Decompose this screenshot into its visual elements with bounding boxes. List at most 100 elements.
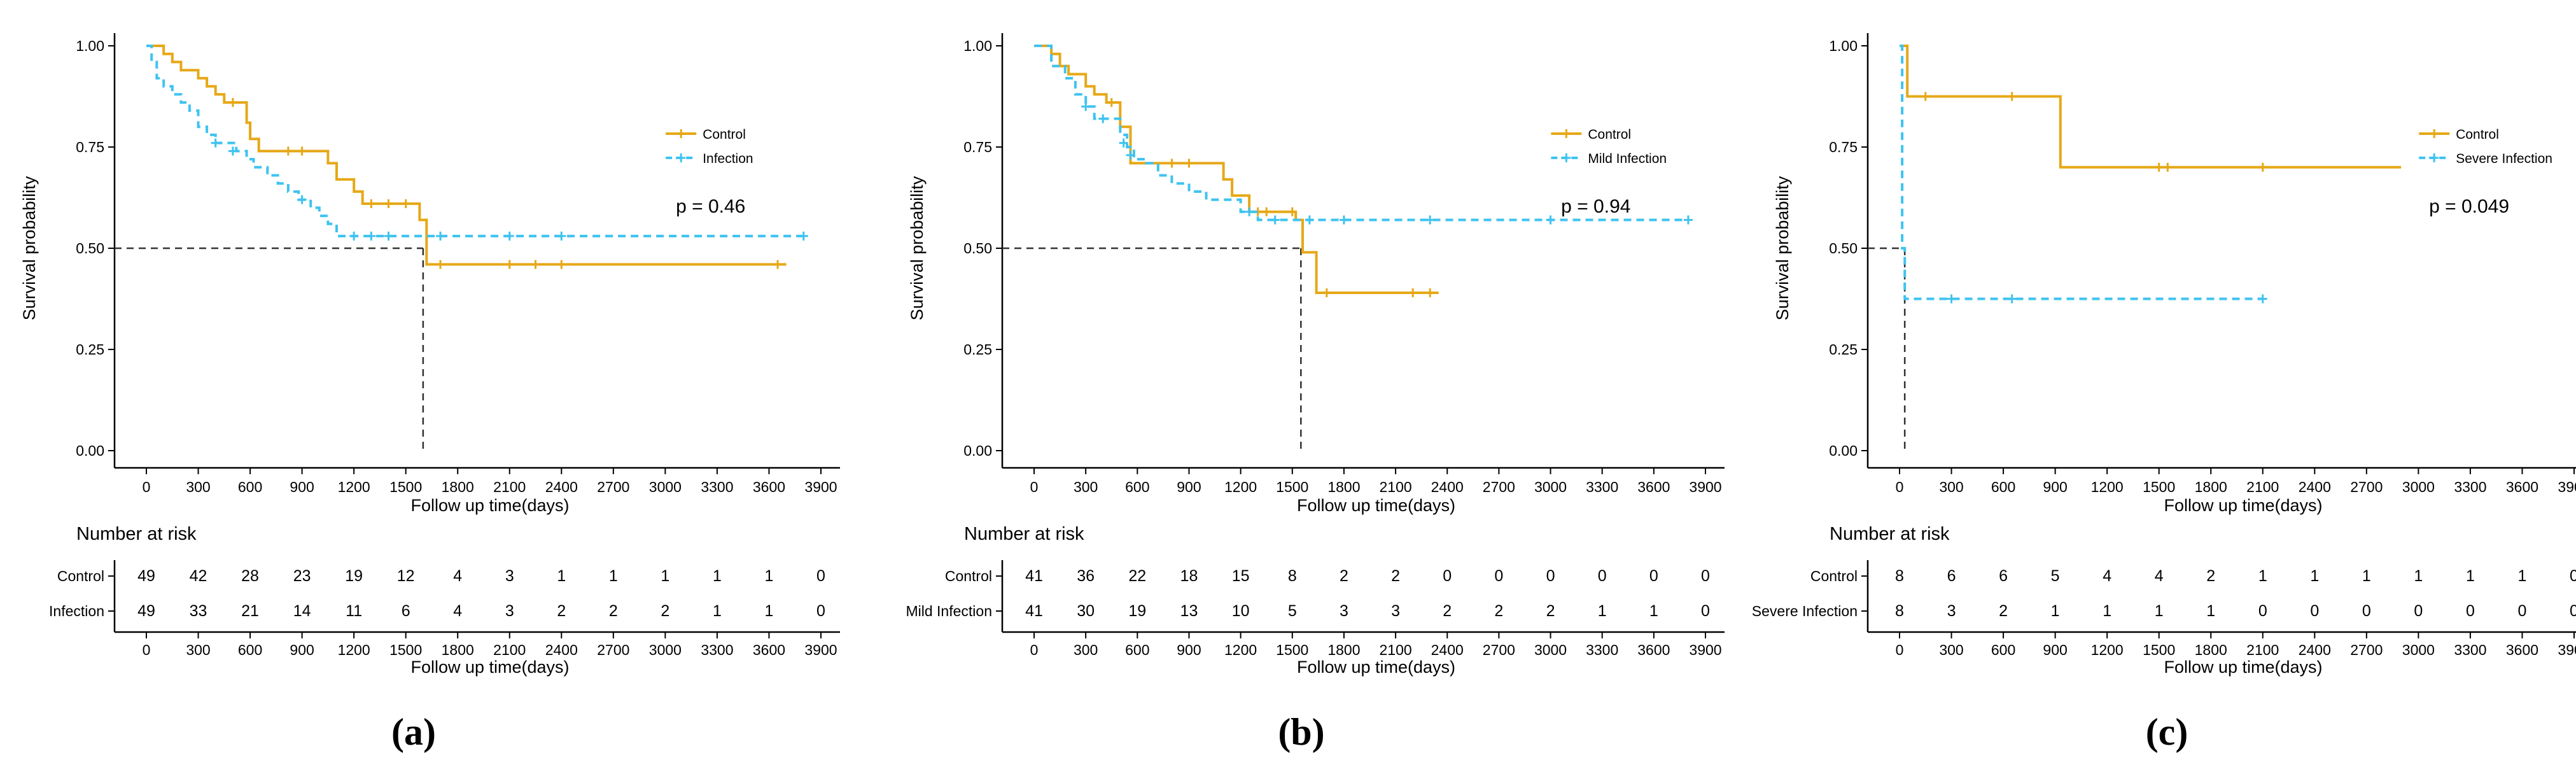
y-tick-label: 0.75 (963, 139, 992, 155)
censor-mark (1425, 215, 1435, 225)
risk-count: 49 (137, 567, 155, 585)
risk-count: 14 (293, 602, 311, 620)
risk-count: 19 (345, 567, 363, 585)
risk-x-tick-label: 0 (1030, 642, 1039, 658)
x-tick-label: 900 (290, 479, 314, 495)
risk-count: 2 (661, 602, 669, 620)
risk-x-tick-label: 2400 (1431, 642, 1464, 658)
censor-mark (1425, 288, 1435, 297)
y-tick-label: 0.00 (76, 442, 104, 459)
censor-mark (297, 146, 307, 156)
y-tick-label: 0.25 (1829, 341, 1858, 358)
legend-marker (676, 153, 686, 162)
risk-x-tick-label: 900 (1177, 642, 1201, 658)
y-tick-label: 0.50 (963, 240, 992, 257)
censor-mark (1947, 294, 1956, 304)
censor-mark (384, 199, 393, 209)
risk-count: 1 (765, 602, 774, 620)
legend-marker (2430, 153, 2439, 162)
risk-row-label: Control (57, 568, 104, 584)
x-tick-label: 300 (1074, 479, 1098, 495)
y-tick-label: 0.00 (963, 442, 992, 459)
risk-x-tick-label: 300 (1074, 642, 1098, 658)
risk-x-tick-label: 2700 (1483, 642, 1515, 658)
x-tick-label: 0 (1030, 479, 1039, 495)
censor-mark (557, 260, 566, 269)
censor-mark (531, 260, 540, 269)
risk-count: 33 (190, 602, 207, 620)
risk-count: 2 (609, 602, 618, 620)
risk-x-tick-label: 3600 (1637, 642, 1670, 658)
censor-mark (557, 231, 566, 241)
risk-x-tick-label: 3000 (1534, 642, 1567, 658)
risk-x-tick-label: 600 (238, 642, 262, 658)
risk-count: 0 (2310, 602, 2319, 620)
risk-x-tick-label: 1200 (2091, 642, 2124, 658)
x-tick-label: 600 (1125, 479, 1149, 495)
risk-count: 6 (1999, 567, 2008, 585)
censor-mark (1081, 102, 1091, 111)
risk-count: 1 (713, 567, 722, 585)
x-tick-label: 2400 (545, 479, 578, 495)
risk-count: 4 (2103, 567, 2111, 585)
risk-count: 0 (2258, 602, 2267, 620)
censor-mark (2007, 92, 2017, 101)
risk-x-tick-label: 3900 (804, 642, 837, 658)
risk-count: 1 (661, 567, 669, 585)
risk-x-tick-label: 1200 (338, 642, 370, 658)
x-tick-label: 3000 (2402, 479, 2435, 495)
risk-x-axis-title: Follow up time(days) (2164, 658, 2322, 677)
y-tick-label: 0.75 (1829, 139, 1858, 155)
x-tick-label: 1500 (2143, 479, 2175, 495)
censor-mark (1408, 288, 1418, 297)
x-axis-title: Follow up time(days) (410, 496, 569, 515)
y-tick-label: 1.00 (76, 38, 104, 54)
risk-count: 5 (1288, 602, 1297, 620)
risk-count: 6 (402, 602, 410, 620)
y-tick-label: 1.00 (1829, 38, 1858, 54)
risk-x-tick-label: 0 (1896, 642, 1904, 658)
km-panel-3: 0.000.250.500.751.000 300 600 900 1200 1500 18… (1752, 33, 2576, 753)
risk-count: 2 (1999, 602, 2008, 620)
risk-count: 0 (1649, 567, 1658, 585)
x-tick-label: 1200 (1224, 479, 1257, 495)
risk-count: 0 (2570, 602, 2576, 620)
risk-count: 4 (453, 602, 462, 620)
risk-count: 1 (2362, 567, 2371, 585)
risk-x-tick-label: 1500 (2143, 642, 2175, 658)
risk-count: 2 (2206, 567, 2215, 585)
x-tick-label: 1200 (2091, 479, 2124, 495)
risk-count: 6 (1947, 567, 1956, 585)
risk-count: 22 (1128, 567, 1146, 585)
x-tick-label: 900 (1177, 479, 1201, 495)
x-tick-label: 1800 (2195, 479, 2227, 495)
risk-count: 0 (816, 567, 825, 585)
risk-row-label: Mild Infection (906, 603, 992, 619)
risk-count: 3 (505, 602, 514, 620)
km-panel-1: 0.000.250.500.751.000 300 600 900 1200 1500 18… (20, 33, 840, 753)
censor-mark (2154, 162, 2164, 172)
legend-label: Infection (703, 151, 753, 166)
risk-count: 0 (2414, 602, 2423, 620)
risk-row-label: Severe Infection (1752, 603, 1858, 619)
risk-count: 4 (453, 567, 462, 585)
x-tick-label: 1800 (442, 479, 474, 495)
risk-count: 2 (1391, 567, 1400, 585)
risk-count: 1 (2155, 602, 2164, 620)
risk-count: 1 (2310, 567, 2319, 585)
panel-caption: (c) (2146, 711, 2188, 753)
x-tick-label: 900 (2043, 479, 2067, 495)
p-value: p = 0.049 (2429, 196, 2509, 217)
censor-mark (1322, 288, 1331, 297)
censor-mark (1270, 215, 1280, 225)
censor-mark (1683, 215, 1693, 225)
x-tick-label: 600 (1991, 479, 2015, 495)
risk-x-axis-title: Follow up time(days) (410, 658, 569, 677)
risk-row-label: Infection (49, 603, 104, 619)
censor-mark (1184, 158, 1194, 168)
risk-count: 12 (397, 567, 415, 585)
risk-count: 0 (1701, 602, 1710, 620)
censor-mark (401, 199, 410, 209)
